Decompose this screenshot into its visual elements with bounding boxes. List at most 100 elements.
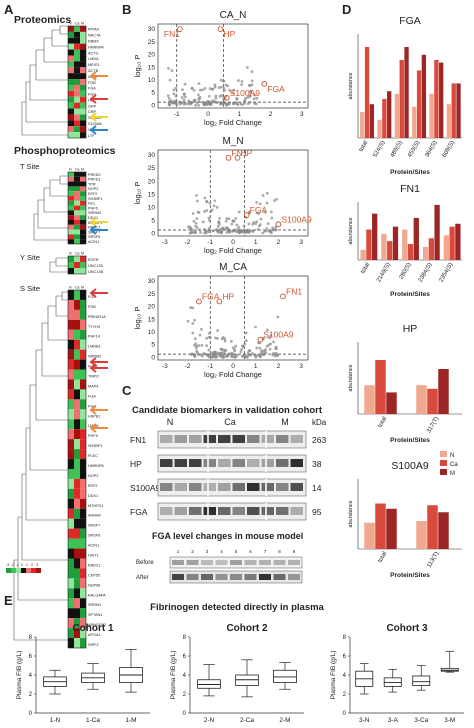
highlight-point	[261, 80, 268, 87]
data-point	[246, 102, 250, 106]
cohort-title: Cohort 1	[72, 623, 114, 634]
heatmap-cell	[80, 262, 86, 268]
heatmap-cell	[74, 329, 80, 340]
data-point	[221, 336, 225, 339]
heatmap-cell	[80, 268, 86, 274]
y-axis-label: Plasma FIB (g/L)	[170, 651, 177, 700]
box	[273, 669, 297, 683]
gene-label: FGG	[88, 93, 96, 97]
gene-label: FGB	[88, 305, 96, 309]
heatmap-cell	[68, 498, 74, 509]
heatmap-cell	[68, 339, 74, 350]
gene-label: FGA	[88, 87, 96, 91]
heatmap-cell	[68, 588, 74, 599]
heatmap-cell	[74, 459, 80, 469]
data-point	[276, 315, 280, 319]
gene-highlight-label: FGA	[267, 84, 285, 94]
y-tick-label: 2	[29, 692, 33, 698]
heatmap-cell	[68, 578, 74, 589]
blot-band	[261, 435, 274, 443]
gene-highlight-label: S100A9	[263, 330, 294, 340]
validation-title: Candidate biomarkers in validation cohor…	[132, 405, 323, 416]
box-plot: Cohort 1 0 2 4 6 8 Plasma FIB (g/L) 1-N 1-Ca 1-M	[16, 623, 150, 724]
data-point	[207, 230, 211, 234]
bar	[416, 521, 427, 549]
heatmap-cell	[68, 399, 74, 410]
y-site-label: Y Site	[20, 253, 40, 262]
y-tick-label: 2	[183, 692, 187, 698]
category-label: total	[358, 140, 369, 153]
heatmap-cell	[74, 478, 80, 489]
heatmap-cell	[80, 61, 86, 68]
box	[440, 667, 459, 672]
heatmap-cell	[80, 439, 86, 450]
bar	[407, 244, 414, 260]
data-point	[195, 217, 199, 221]
heatmap-cell	[74, 548, 80, 559]
data-point	[202, 101, 206, 105]
blot-band	[172, 574, 184, 580]
heatmap-cell	[80, 191, 86, 196]
data-point	[227, 217, 231, 221]
heatmap-col-label: Ca	[75, 22, 80, 26]
data-point	[186, 102, 189, 106]
legend-label: M	[450, 471, 455, 477]
heatmap-cell	[68, 618, 74, 629]
data-point	[229, 340, 233, 343]
data-point	[191, 306, 195, 310]
gene-label: RALGAPA	[88, 593, 106, 597]
heatmap-frame	[67, 25, 87, 139]
gene-label: RAD21	[88, 563, 100, 567]
heatmap-cell	[80, 369, 86, 380]
y-tick-label: 30	[148, 26, 156, 33]
heatmap-cell	[74, 67, 80, 74]
heatmap-cell	[74, 399, 80, 410]
data-point	[217, 86, 221, 90]
x-tick-label: -2	[185, 363, 191, 370]
heatmap-cell	[80, 578, 86, 589]
data-point	[180, 101, 184, 105]
data-point	[211, 229, 215, 233]
data-point	[259, 217, 263, 221]
heatmap-cell	[80, 459, 86, 469]
data-point	[207, 227, 211, 230]
heatmap-cell	[80, 229, 86, 235]
bar	[443, 235, 449, 260]
gene-label: S100A8	[88, 122, 102, 126]
heatmap-cell	[74, 262, 80, 268]
arrow-icon	[89, 125, 108, 135]
heatmap-cell	[80, 120, 86, 127]
gene-label: SPTAN1	[88, 613, 103, 617]
gene-label: APOA1	[88, 633, 101, 637]
x-tick-label: 1	[254, 239, 258, 246]
data-point	[225, 354, 229, 358]
heatmap-cell	[74, 488, 80, 499]
data-point	[219, 227, 223, 231]
data-point	[250, 352, 254, 355]
blot-band	[259, 560, 271, 565]
data-point	[263, 210, 267, 214]
gene-label: CRP	[88, 110, 96, 114]
heatmap-cell	[74, 215, 80, 220]
heatmap-cell	[68, 359, 74, 370]
data-point	[198, 333, 202, 337]
category-label: total	[377, 416, 388, 429]
heatmap-cell	[80, 449, 86, 460]
heatmap-cell	[68, 172, 74, 177]
heatmap-cell	[80, 224, 86, 230]
data-point	[244, 339, 248, 342]
data-point	[174, 86, 178, 90]
heatmap-cell	[68, 319, 74, 330]
data-point	[181, 88, 184, 92]
heatmap-cell	[74, 359, 80, 370]
heatmap-cell	[74, 114, 80, 121]
gene-label: SH3BP1	[88, 444, 103, 448]
data-point	[251, 230, 255, 233]
heatmap-cell	[68, 114, 74, 121]
y-axis-label: log₁₀ P	[133, 307, 142, 330]
heatmap-cell	[74, 389, 80, 400]
category-label: total	[360, 262, 371, 275]
blot-band	[160, 435, 173, 443]
data-point	[249, 353, 252, 357]
gene-highlight-label: HP	[241, 148, 253, 158]
